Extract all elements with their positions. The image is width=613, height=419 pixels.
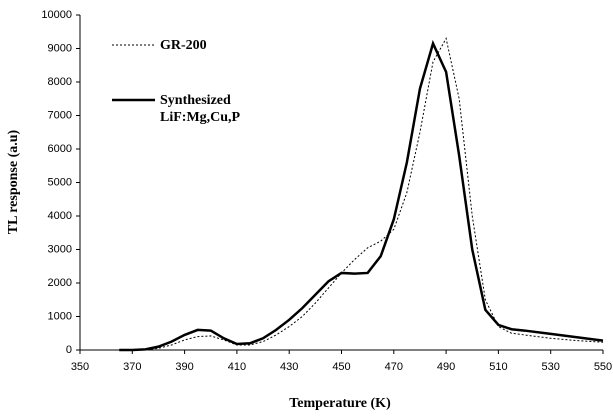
x-tick-label: 550 [594, 361, 612, 373]
series-line [119, 37, 604, 351]
y-tick-label: 9000 [48, 42, 72, 54]
y-tick-label: 1000 [48, 310, 72, 322]
x-tick-label: 470 [385, 361, 403, 373]
y-axis-title: TL response (a.u) [6, 129, 21, 234]
y-tick-label: 3000 [48, 243, 72, 255]
x-tick-label: 490 [437, 361, 455, 373]
y-tick-label: 0 [66, 344, 72, 356]
x-tick-label: 370 [123, 361, 141, 373]
series-line [119, 39, 604, 352]
y-tick-label: 10000 [41, 9, 72, 21]
x-tick-label: 410 [228, 361, 246, 373]
x-tick-label: 430 [280, 361, 298, 373]
legend-label: Synthesized LiF:Mg,Cu,P [160, 93, 241, 125]
x-tick-label: 510 [489, 361, 507, 373]
x-tick-label: 390 [175, 361, 193, 373]
x-tick-label: 350 [71, 361, 89, 373]
x-tick-label: 450 [332, 361, 350, 373]
x-tick-label: 530 [542, 361, 560, 373]
y-tick-label: 6000 [48, 143, 72, 155]
x-axis-title: Temperature (K) [289, 396, 391, 411]
y-tick-label: 5000 [48, 176, 72, 188]
y-tick-label: 8000 [48, 76, 72, 88]
legend-label: GR-200 [160, 38, 207, 53]
y-tick-label: 2000 [48, 277, 72, 289]
y-tick-label: 4000 [48, 210, 72, 222]
y-tick-label: 7000 [48, 109, 72, 121]
